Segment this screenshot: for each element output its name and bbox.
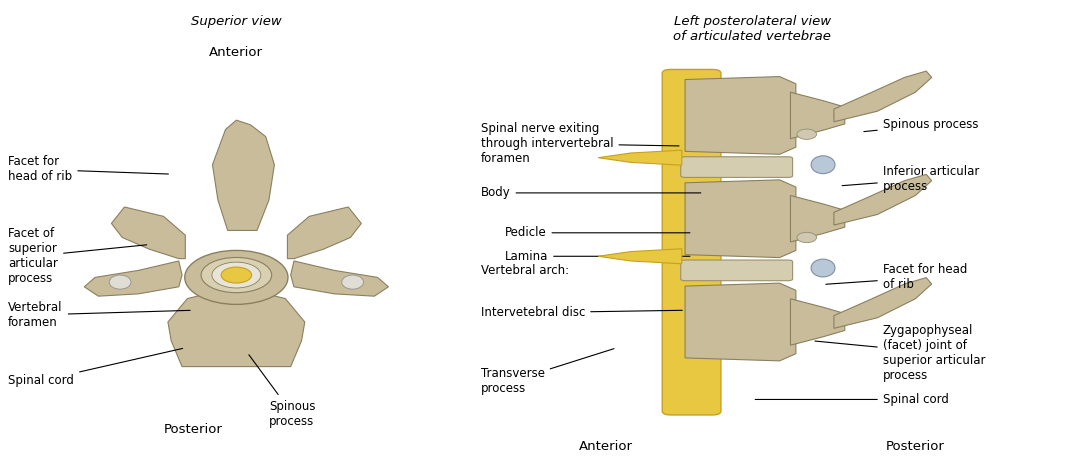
Text: Facet of
superior
articular
process: Facet of superior articular process [9, 227, 146, 285]
Ellipse shape [109, 275, 131, 289]
Polygon shape [685, 180, 796, 257]
Text: Spinous
process: Spinous process [249, 355, 316, 428]
Ellipse shape [797, 232, 817, 243]
Polygon shape [834, 174, 931, 225]
Text: Anterior: Anterior [579, 440, 632, 453]
Text: Spinal nerve exiting
through intervertebral
foramen: Spinal nerve exiting through interverteb… [480, 122, 679, 165]
Polygon shape [685, 76, 796, 154]
Text: Spinous process: Spinous process [864, 118, 978, 132]
Polygon shape [791, 196, 845, 242]
FancyBboxPatch shape [662, 69, 721, 415]
Polygon shape [111, 207, 186, 258]
Ellipse shape [811, 156, 835, 174]
Text: Vertebral
foramen: Vertebral foramen [9, 301, 190, 329]
Text: Posterior: Posterior [164, 424, 223, 437]
Text: Spinal cord: Spinal cord [9, 349, 182, 387]
Polygon shape [598, 150, 681, 165]
Text: Facet for
head of rib: Facet for head of rib [9, 155, 168, 183]
Polygon shape [685, 283, 796, 361]
Polygon shape [834, 71, 931, 122]
Polygon shape [290, 261, 389, 296]
FancyBboxPatch shape [680, 157, 793, 177]
Text: Vertebral arch:: Vertebral arch: [480, 264, 569, 277]
Polygon shape [287, 207, 361, 258]
Polygon shape [213, 120, 274, 230]
Text: Inferior articular
process: Inferior articular process [842, 165, 980, 193]
Polygon shape [834, 277, 931, 328]
Text: Posterior: Posterior [886, 440, 945, 453]
Text: Anterior: Anterior [210, 46, 263, 58]
Polygon shape [84, 261, 182, 296]
Text: Left posterolateral view
of articulated vertebrae: Left posterolateral view of articulated … [674, 15, 831, 43]
Polygon shape [598, 249, 681, 264]
Text: Superior view: Superior view [191, 15, 282, 28]
Ellipse shape [212, 262, 261, 288]
Text: Pedicle: Pedicle [505, 226, 690, 239]
Polygon shape [791, 92, 845, 139]
Text: Zygapophyseal
(facet) joint of
superior articular
process: Zygapophyseal (facet) joint of superior … [815, 323, 985, 381]
FancyBboxPatch shape [680, 260, 793, 281]
Polygon shape [168, 287, 305, 367]
Text: Lamina: Lamina [505, 250, 690, 263]
Text: Body: Body [480, 186, 701, 200]
Polygon shape [791, 299, 845, 345]
Text: Transverse
process: Transverse process [480, 349, 614, 395]
Text: Facet for head
of rib: Facet for head of rib [826, 264, 968, 291]
Ellipse shape [201, 257, 272, 293]
Text: Intervetebral disc: Intervetebral disc [480, 306, 682, 319]
Ellipse shape [185, 250, 288, 304]
Ellipse shape [222, 267, 251, 283]
Text: Spinal cord: Spinal cord [756, 393, 949, 406]
Ellipse shape [811, 259, 835, 277]
Ellipse shape [797, 129, 817, 139]
Ellipse shape [342, 275, 364, 289]
